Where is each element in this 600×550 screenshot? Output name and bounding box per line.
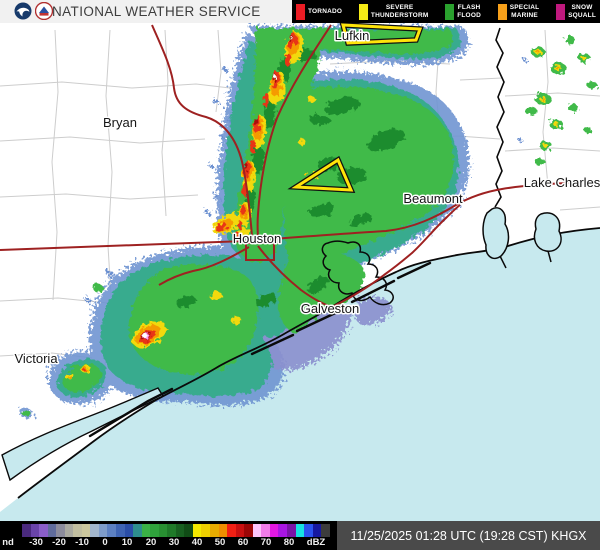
ramp-segment	[90, 524, 99, 537]
ramp-segment-nd	[2, 524, 22, 537]
logo-group	[14, 1, 54, 25]
legend-item-snow-squall: SNOW SQUALL	[556, 3, 596, 20]
ramp-segment	[167, 524, 176, 537]
nws-logo-icon	[34, 1, 54, 25]
ramp-segment	[22, 524, 31, 537]
colorbar-label--30: -30	[29, 537, 43, 548]
ramp-segment	[252, 524, 262, 537]
colorbar-label-80: 80	[283, 537, 295, 548]
legend-label: SPECIAL MARINE	[509, 4, 540, 19]
ramp-segment	[81, 524, 91, 537]
highway-coastal-east	[333, 204, 461, 307]
colorbar-label-20: 20	[145, 537, 157, 548]
colorbar-bar: nd -30 -20 -10 0 10 20 30 40 50 60 70 80 dBZ 11/25/20…	[0, 521, 600, 550]
ramp-segment	[39, 524, 48, 537]
ramp-segment	[269, 524, 279, 537]
colorbar-label--20: -20	[52, 537, 66, 548]
ramp-segment	[175, 524, 185, 537]
ramp-segment	[56, 524, 65, 537]
ramp-segment	[124, 524, 134, 537]
legend-swatch	[358, 3, 368, 20]
state-border-river	[494, 27, 505, 208]
highway-southwest	[158, 246, 250, 286]
ramp-segment	[30, 524, 40, 537]
legend-label: TORNADO	[308, 7, 343, 15]
city-label-beaumont: Beaumont	[403, 191, 463, 206]
ramp-segment	[150, 524, 159, 537]
highway-us59-north	[256, 24, 332, 241]
header-bar: NATIONAL WEATHER SERVICE TORNADO SEVERE T…	[0, 0, 600, 23]
ramp-segment	[107, 524, 117, 537]
city-label-bryan: Bryan	[103, 115, 137, 130]
ramp-segment	[321, 524, 330, 537]
houston-beltway	[245, 242, 275, 261]
ramp-segment	[64, 524, 74, 537]
legend-item-severe-thunderstorm: SEVERE THUNDERSTORM	[358, 3, 429, 20]
ramp-segment	[235, 524, 245, 537]
ramp-segment	[312, 524, 322, 537]
colorbar-label-40: 40	[191, 537, 203, 548]
barrier-islands	[88, 261, 432, 438]
colorbar-label-dBZ: dBZ	[306, 537, 326, 548]
ramp-segment	[133, 524, 142, 537]
ramp-segment	[295, 524, 305, 537]
ramp-segment	[73, 524, 82, 537]
ramp-segment	[227, 524, 236, 537]
legend-label: FLASH FLOOD	[457, 4, 481, 19]
legend-label: SEVERE THUNDERSTORM	[370, 4, 429, 19]
legend-swatch	[296, 3, 305, 20]
highways	[0, 24, 600, 309]
ramp-segment	[278, 524, 287, 537]
legend-item-tornado: TORNADO	[296, 3, 343, 20]
warning-polygons	[287, 23, 424, 193]
colorbar-label-10: 10	[121, 537, 133, 548]
ramp-segment	[210, 524, 219, 537]
city-label-galveston: Galveston	[301, 301, 360, 316]
timestamp: 11/25/2025 01:28 UTC (19:28 CST) KHGX	[350, 528, 587, 543]
ramp-segment	[286, 524, 296, 537]
city-label-houston: Houston	[233, 231, 281, 246]
colorbar-label-70: 70	[260, 537, 272, 548]
warning-legend: TORNADO SEVERE THUNDERSTORM FLASH FLOOD SPE…	[292, 0, 600, 23]
colorbar-label-30: 30	[168, 537, 180, 548]
ramp-segment	[184, 524, 193, 537]
city-label-lufkin: Lufkin	[335, 28, 370, 43]
ramp-segment	[47, 524, 57, 537]
colorbar-label-nd: nd	[2, 537, 14, 548]
highway-i10-west	[0, 240, 247, 251]
legend-swatch	[445, 3, 455, 20]
highway-northwest	[151, 24, 253, 237]
colorbar-label-0: 0	[102, 537, 108, 548]
legend-item-special-marine: SPECIAL MARINE	[497, 3, 540, 20]
ramp-segment	[192, 524, 202, 537]
bays-and-lakes	[1, 207, 562, 482]
ramp-segment	[261, 524, 270, 537]
city-label-victoria: Victoria	[14, 351, 58, 366]
ramp-segment	[98, 524, 108, 537]
colorbar-label-50: 50	[214, 537, 226, 548]
colorbar-label--10: -10	[75, 537, 89, 548]
legend-label: SNOW SQUALL	[568, 4, 596, 19]
highway-i10-east	[271, 181, 600, 240]
ramp-segment	[116, 524, 125, 537]
ramp-segment	[218, 524, 228, 537]
legend-swatch	[556, 3, 566, 20]
ramp-segment	[141, 524, 151, 537]
legend-swatch	[497, 3, 507, 20]
legend-item-flash-flood: FLASH FLOOD	[445, 3, 481, 20]
reflectivity-color-ramp	[2, 524, 330, 537]
city-label-lake-charles: Lake Charles	[524, 175, 600, 190]
ramp-segment	[244, 524, 253, 537]
ramp-segment	[304, 524, 313, 537]
ramp-segment	[201, 524, 211, 537]
noaa-logo-icon	[14, 2, 32, 25]
gulf-water	[0, 228, 600, 521]
page-title: NATIONAL WEATHER SERVICE	[52, 4, 261, 19]
colorbar-label-60: 60	[237, 537, 249, 548]
radar-map: Bryan Lufkin Beaumont Lake Charles Houst…	[0, 23, 600, 521]
ramp-segment	[158, 524, 168, 537]
status-zone: 11/25/2025 01:28 UTC (19:28 CST) KHGX	[337, 521, 600, 550]
coastline	[17, 227, 600, 499]
